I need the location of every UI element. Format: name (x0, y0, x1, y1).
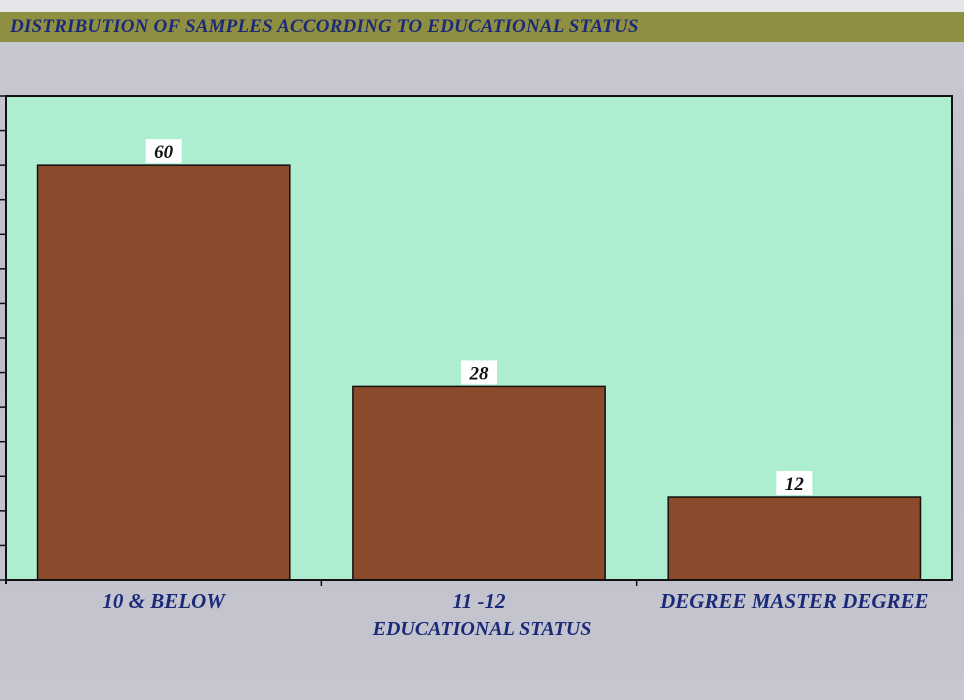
bar (36, 164, 291, 581)
top-strip (0, 0, 964, 12)
data-label: 28 (469, 363, 490, 384)
data-label-box (145, 139, 182, 164)
data-label-box (776, 471, 813, 496)
category-label: 11 -12 (452, 589, 506, 613)
data-label-box (461, 360, 497, 385)
data-labels-group: 60 28 12 (145, 139, 813, 496)
category-label: DEGREE MASTER DEGREE (659, 589, 928, 613)
x-axis-title: EDUCATIONAL STATUS (372, 618, 592, 640)
category-label: 10 & BELOW (102, 589, 226, 613)
data-label: 60 (154, 142, 174, 163)
title-bar: DISTRIBUTION OF SAMPLES ACCORDING TO EDU… (0, 12, 964, 42)
chart-title: DISTRIBUTION OF SAMPLES ACCORDING TO EDU… (10, 16, 639, 37)
data-label: 12 (785, 474, 805, 495)
bars-group (36, 164, 922, 581)
category-labels-group: 10 & BELOW 11 -12 DEGREE MASTER DEGREE (102, 589, 928, 613)
bar (667, 496, 922, 581)
bar (352, 385, 606, 581)
